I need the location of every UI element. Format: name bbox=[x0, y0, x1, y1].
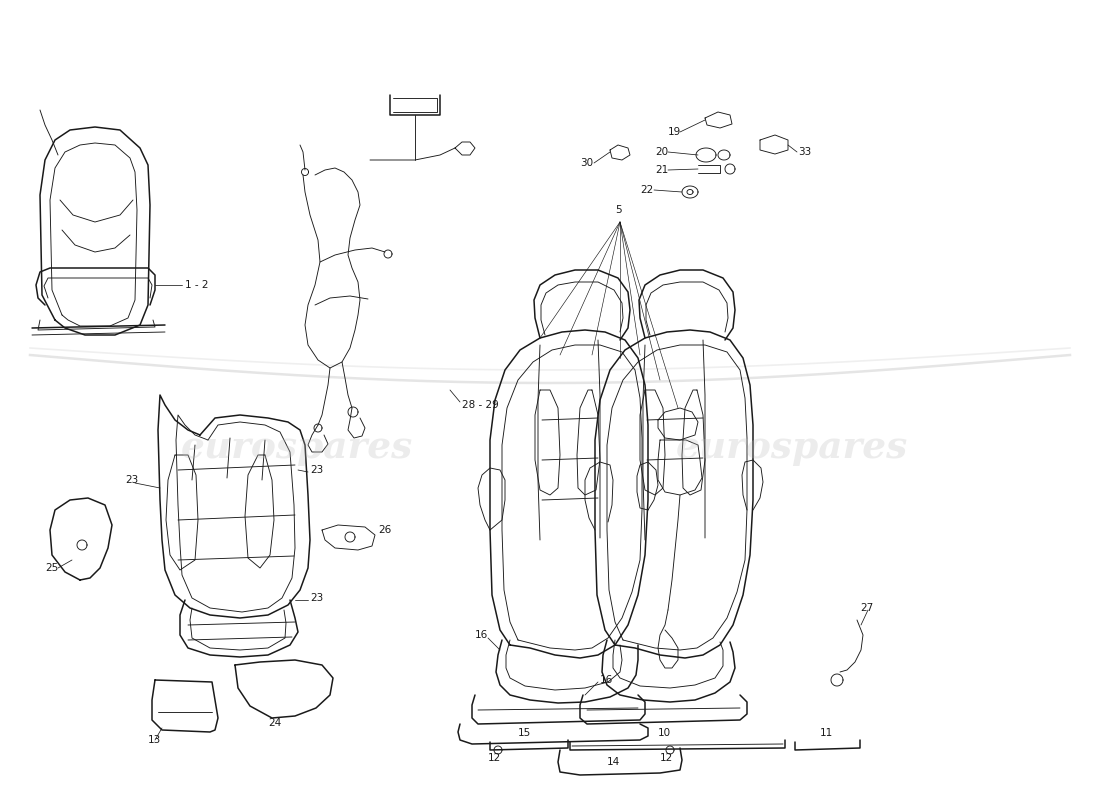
Text: 23: 23 bbox=[310, 465, 323, 475]
Text: 1 - 2: 1 - 2 bbox=[185, 280, 209, 290]
Text: 20: 20 bbox=[654, 147, 668, 157]
Text: 13: 13 bbox=[148, 735, 162, 745]
Text: 15: 15 bbox=[518, 728, 531, 738]
Text: 23: 23 bbox=[310, 593, 323, 603]
Text: 19: 19 bbox=[668, 127, 681, 137]
Text: 10: 10 bbox=[658, 728, 671, 738]
Text: 26: 26 bbox=[378, 525, 392, 535]
Text: 33: 33 bbox=[798, 147, 812, 157]
Text: eurospares: eurospares bbox=[180, 430, 414, 466]
Text: 30: 30 bbox=[580, 158, 593, 168]
Text: 27: 27 bbox=[860, 603, 873, 613]
Text: eurospares: eurospares bbox=[675, 430, 909, 466]
Text: 12: 12 bbox=[660, 753, 673, 763]
Text: 16: 16 bbox=[600, 675, 614, 685]
Text: 23: 23 bbox=[125, 475, 139, 485]
Text: 25: 25 bbox=[45, 563, 58, 573]
Text: 16: 16 bbox=[475, 630, 488, 640]
Text: 22: 22 bbox=[640, 185, 653, 195]
Text: 11: 11 bbox=[820, 728, 834, 738]
Text: 14: 14 bbox=[607, 757, 620, 767]
Text: 28 - 29: 28 - 29 bbox=[462, 400, 498, 410]
Text: 12: 12 bbox=[488, 753, 502, 763]
Text: 21: 21 bbox=[654, 165, 669, 175]
Text: 24: 24 bbox=[268, 718, 282, 728]
Text: 5: 5 bbox=[615, 205, 622, 215]
